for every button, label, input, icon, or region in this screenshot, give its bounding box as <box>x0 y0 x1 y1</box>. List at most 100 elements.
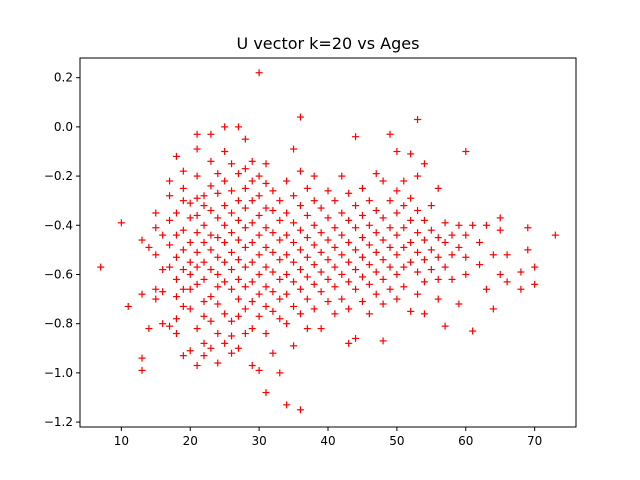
data-point <box>193 280 201 288</box>
data-point <box>345 278 353 286</box>
data-point <box>276 369 284 377</box>
data-point <box>241 243 249 251</box>
data-point <box>352 202 360 210</box>
data-point <box>434 234 442 242</box>
data-point <box>262 263 270 271</box>
data-point <box>386 197 394 205</box>
data-point <box>234 197 242 205</box>
data-point <box>448 231 456 239</box>
data-point <box>262 302 270 310</box>
data-point <box>290 258 298 266</box>
data-point <box>193 229 201 237</box>
data-point <box>200 352 208 360</box>
data-point <box>124 302 132 310</box>
data-point <box>221 147 229 155</box>
data-point <box>234 295 242 303</box>
data-point <box>276 315 284 323</box>
data-point <box>241 263 249 271</box>
data-point <box>448 251 456 259</box>
x-tick-label: 10 <box>114 434 129 448</box>
data-point <box>186 285 194 293</box>
x-tick-label: 40 <box>320 434 335 448</box>
data-point <box>179 226 187 234</box>
data-point <box>345 339 353 347</box>
data-point <box>400 263 408 271</box>
data-point <box>352 285 360 293</box>
data-point <box>317 288 325 296</box>
data-point <box>166 241 174 249</box>
data-point <box>200 221 208 229</box>
data-point <box>448 275 456 283</box>
x-tick-label: 20 <box>183 434 198 448</box>
data-point <box>228 349 236 357</box>
data-point <box>296 266 304 274</box>
data-point <box>276 256 284 264</box>
data-point <box>517 285 525 293</box>
data-point <box>358 234 366 242</box>
data-point <box>310 241 318 249</box>
data-point <box>255 69 263 77</box>
data-point <box>372 290 380 298</box>
data-point <box>241 224 249 232</box>
data-point <box>379 214 387 222</box>
data-point <box>166 177 174 185</box>
data-point <box>214 170 222 178</box>
data-point <box>427 226 435 234</box>
data-point <box>228 317 236 325</box>
data-point <box>407 307 415 315</box>
data-point <box>414 290 422 298</box>
data-point <box>296 202 304 210</box>
data-point <box>386 243 394 251</box>
data-point <box>496 214 504 222</box>
data-point <box>365 197 373 205</box>
x-tick-label: 30 <box>251 434 266 448</box>
data-point <box>269 207 277 215</box>
data-point <box>462 147 470 155</box>
data-point <box>241 204 249 212</box>
data-point <box>269 187 277 195</box>
data-point <box>358 211 366 219</box>
data-point <box>207 266 215 274</box>
data-point <box>414 207 422 215</box>
data-point <box>365 280 373 288</box>
data-point <box>166 192 174 200</box>
data-point <box>310 261 318 269</box>
data-point <box>262 330 270 338</box>
data-point <box>393 187 401 195</box>
data-point <box>255 211 263 219</box>
data-point <box>462 253 470 261</box>
data-point <box>503 251 511 259</box>
data-point <box>427 266 435 274</box>
data-point <box>324 275 332 283</box>
data-point <box>420 160 428 168</box>
data-point <box>345 258 353 266</box>
data-point <box>200 298 208 306</box>
data-point <box>234 170 242 178</box>
data-point <box>166 263 174 271</box>
data-point <box>152 209 160 217</box>
data-point <box>172 315 180 323</box>
data-point <box>179 167 187 175</box>
y-tick-label: −1.2 <box>44 415 73 429</box>
data-point <box>393 295 401 303</box>
data-point <box>469 221 477 229</box>
data-point <box>228 285 236 293</box>
data-point <box>255 172 263 180</box>
data-point <box>283 290 291 298</box>
y-tick-label: −0.8 <box>44 317 73 331</box>
data-point <box>262 160 270 168</box>
data-point <box>296 167 304 175</box>
data-point <box>193 172 201 180</box>
data-point <box>248 278 256 286</box>
data-point <box>310 197 318 205</box>
data-point <box>200 258 208 266</box>
data-point <box>262 283 270 291</box>
data-point <box>400 283 408 291</box>
data-point <box>365 221 373 229</box>
data-point <box>214 189 222 197</box>
data-point <box>290 145 298 153</box>
data-point <box>255 192 263 200</box>
y-tick-label: −1.0 <box>44 366 73 380</box>
y-axis: −1.2 −1.0 −0.8 −0.6 −0.4 −0.2 0.0 0.2 <box>44 71 80 429</box>
data-point <box>221 123 229 131</box>
